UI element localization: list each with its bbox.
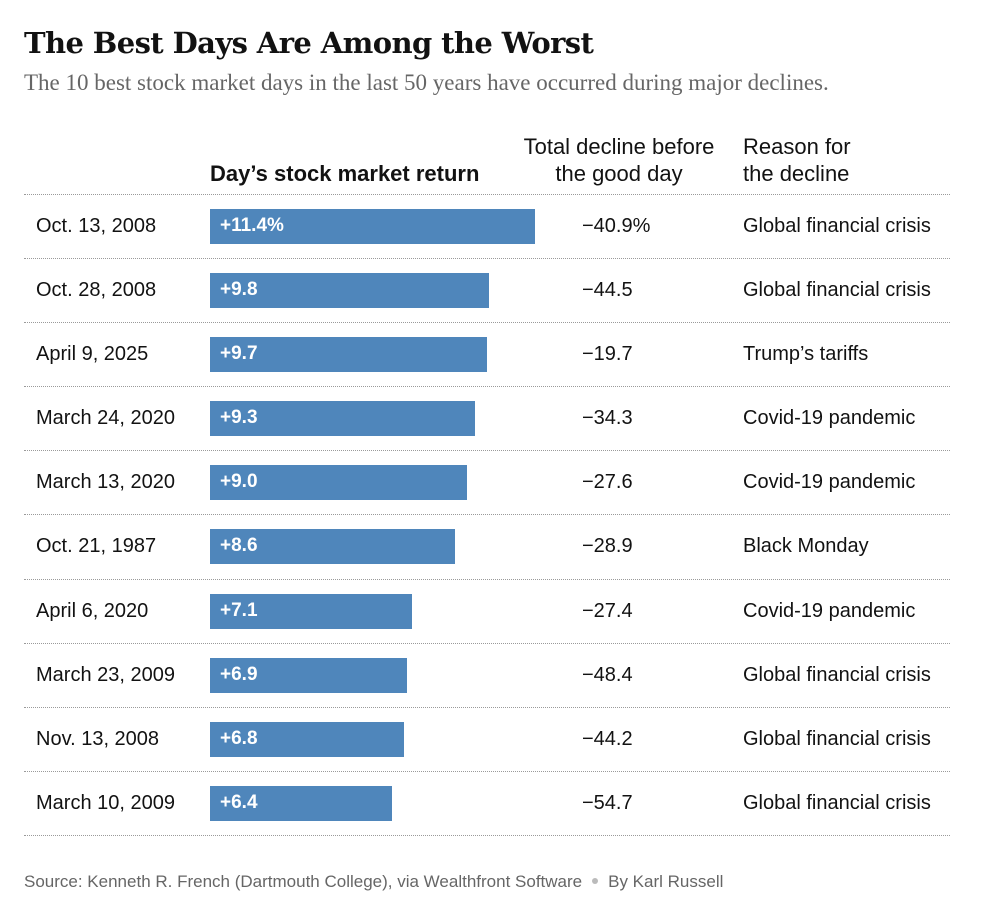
return-value-label: +9.3: [220, 407, 258, 429]
table-row: April 9, 2025 +9.7 −19.7 Trump’s tariffs: [24, 322, 950, 386]
row-decline: −44.2: [582, 727, 633, 750]
row-reason: Global financial crisis: [743, 663, 931, 686]
table-row: Oct. 21, 1987 +8.6 −28.9 Black Monday: [24, 514, 950, 578]
return-value-label: +11.4%: [220, 215, 284, 236]
row-reason: Covid-19 pandemic: [743, 471, 916, 494]
row-decline: −54.7: [582, 791, 633, 814]
table-row: March 10, 2009 +6.4 −54.7 Global financial …: [24, 770, 950, 836]
return-value-label: +6.8: [220, 727, 258, 749]
row-date: March 24, 2020: [36, 407, 175, 430]
table-row: Oct. 28, 2008 +9.8 −44.5 Global financial c…: [24, 258, 950, 322]
return-bar: +9.7: [210, 337, 487, 373]
return-value-label: +9.8: [220, 279, 258, 301]
row-reason: Global financial crisis: [743, 215, 931, 237]
return-value-label: +6.9: [220, 663, 258, 685]
return-column-header: Day’s stock market return: [210, 161, 480, 186]
row-reason: Global financial crisis: [743, 727, 931, 750]
row-date: Nov. 13, 2008: [36, 727, 160, 750]
row-date: Oct. 13, 2008: [36, 215, 157, 237]
row-date: Oct. 28, 2008: [36, 279, 157, 302]
row-date: March 23, 2009: [36, 663, 175, 686]
return-bar: +11.4%: [210, 209, 535, 244]
reason-column-header: Reason for the decline: [743, 134, 851, 186]
decline-column-header: Total decline before the good day: [523, 134, 715, 186]
chart-title: The Best Days Are Among the Worst: [24, 26, 594, 60]
row-reason: Covid-19 pandemic: [743, 407, 916, 430]
row-decline: −48.4: [582, 663, 633, 686]
row-reason: Global financial crisis: [743, 791, 931, 814]
row-date: March 13, 2020: [36, 471, 175, 494]
return-value-label: +6.4: [220, 791, 258, 813]
return-bar: +9.3: [210, 401, 476, 437]
row-date: April 9, 2025: [36, 343, 149, 366]
row-decline: −27.4: [582, 599, 633, 622]
data-table: Oct. 13, 2008 +11.4% −40.9% Global financia…: [24, 194, 950, 836]
row-decline: −28.9: [582, 535, 633, 558]
chart-subtitle: The 10 best stock market days in the las…: [24, 70, 829, 95]
table-row: Oct. 13, 2008 +11.4% −40.9% Global financia…: [24, 194, 950, 258]
byline: By Karl Russell: [608, 872, 724, 891]
row-date: March 10, 2009: [36, 791, 175, 814]
return-value-label: +9.7: [220, 343, 258, 365]
footer: Source: Kenneth R. French (Dartmouth Col…: [24, 872, 723, 892]
return-bar: +7.1: [210, 593, 413, 629]
table-row: Nov. 13, 2008 +6.8 −44.2 Global financial c…: [24, 706, 950, 771]
row-reason: Black Monday: [743, 535, 869, 558]
return-value-label: +7.1: [220, 599, 258, 621]
separator-dot: [592, 878, 599, 884]
row-decline: −34.3: [582, 407, 633, 430]
row-date: Oct. 21, 1987: [36, 535, 157, 558]
row-decline: −44.5: [582, 279, 633, 302]
return-bar: +9.8: [210, 273, 490, 309]
return-bar: +9.0: [210, 465, 467, 501]
source-note: Source: Kenneth R. French (Dartmouth Col…: [24, 872, 583, 891]
table-row: April 6, 2020 +7.1 −27.4 Covid-19 pandemic: [24, 578, 950, 643]
row-decline: −19.7: [582, 343, 633, 366]
return-value-label: +9.0: [220, 471, 258, 493]
return-bar: +6.8: [210, 721, 404, 757]
table-row: March 24, 2020 +9.3 −34.3 Covid-19 pandemic: [24, 386, 950, 450]
table-row: March 13, 2020 +9.0 −27.6 Covid-19 pandemic: [24, 450, 950, 514]
row-reason: Covid-19 pandemic: [743, 599, 916, 622]
return-bar: +6.9: [210, 657, 407, 693]
return-value-label: +8.6: [220, 535, 258, 557]
row-date: April 6, 2020: [36, 599, 149, 622]
return-bar: +6.4: [210, 785, 393, 821]
table-row: March 23, 2009 +6.9 −48.4 Global financial …: [24, 642, 950, 707]
row-reason: Global financial crisis: [743, 279, 931, 302]
row-reason: Trump’s tariffs: [743, 343, 869, 366]
row-decline: −40.9%: [582, 215, 651, 237]
row-decline: −27.6: [582, 471, 633, 494]
return-bar: +8.6: [210, 529, 456, 565]
